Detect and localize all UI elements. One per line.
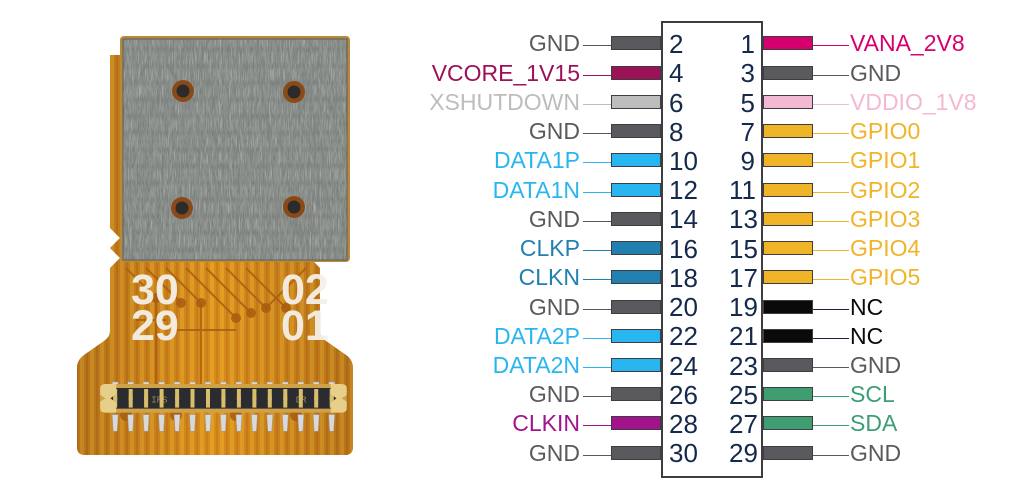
svg-text:29: 29	[131, 302, 179, 350]
svg-text:01: 01	[281, 302, 329, 350]
svg-text:IPS: IPS	[151, 395, 167, 405]
